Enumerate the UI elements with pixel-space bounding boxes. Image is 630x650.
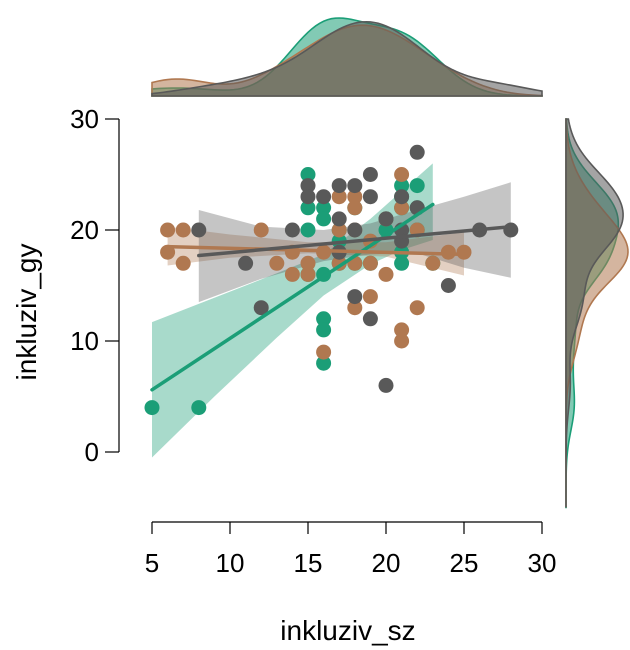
data-point <box>456 244 472 260</box>
x-axis: 5 10 15 20 25 30 <box>145 521 557 578</box>
data-point <box>409 300 425 316</box>
x-tick-label: 15 <box>294 548 323 578</box>
data-point <box>362 167 378 182</box>
trend-line <box>197 224 513 258</box>
data-point <box>253 222 269 238</box>
data-point <box>316 322 332 338</box>
data-point <box>316 344 332 360</box>
data-points <box>144 144 519 416</box>
data-point <box>175 255 191 271</box>
data-point <box>378 266 394 282</box>
data-point <box>253 300 269 316</box>
x-tick-label: 25 <box>450 548 479 578</box>
data-point <box>394 178 410 194</box>
x-axis-title: inkluziv_sz <box>280 615 415 646</box>
data-point <box>316 200 332 216</box>
right-marginal-density <box>565 118 629 509</box>
y-tick-label: 0 <box>85 437 99 467</box>
data-point <box>191 400 207 416</box>
data-point <box>394 322 410 338</box>
y-axis-title: inkluziv_gy <box>11 244 42 381</box>
y-density-curve <box>565 118 624 508</box>
data-point <box>175 222 191 238</box>
data-point <box>394 200 410 216</box>
data-point <box>284 266 300 282</box>
top-marginal-density <box>151 17 543 97</box>
data-point <box>300 255 316 271</box>
data-point <box>331 189 347 205</box>
data-point <box>347 289 363 305</box>
data-point <box>144 400 160 416</box>
data-point <box>191 222 207 238</box>
data-point <box>316 311 332 327</box>
data-point <box>316 211 332 227</box>
data-point <box>347 222 363 238</box>
trend-line <box>150 202 435 392</box>
scatter-plot-area <box>144 144 519 458</box>
data-point <box>300 200 316 216</box>
data-point <box>347 300 363 316</box>
data-point <box>425 255 441 271</box>
trend-lines <box>150 202 513 392</box>
data-point <box>394 167 410 182</box>
data-point <box>378 211 394 227</box>
data-point <box>362 189 378 205</box>
data-point <box>300 222 316 238</box>
data-point <box>347 178 363 194</box>
confidence-band <box>152 163 433 458</box>
data-point <box>394 255 410 271</box>
data-point <box>300 189 316 205</box>
data-point <box>362 311 378 327</box>
data-point <box>440 244 456 260</box>
x-tick-label: 20 <box>372 548 401 578</box>
x-tick-label: 5 <box>145 548 159 578</box>
confidence-bands <box>152 163 511 458</box>
data-point <box>269 255 285 271</box>
data-point <box>394 333 410 349</box>
data-point <box>300 167 316 182</box>
data-point <box>362 255 378 271</box>
data-point <box>300 266 316 282</box>
data-point <box>362 289 378 305</box>
data-point <box>331 211 347 227</box>
y-axis: 0 10 20 30 <box>70 104 120 467</box>
data-point <box>331 222 347 238</box>
y-tick-label: 10 <box>70 326 99 356</box>
data-point <box>316 189 332 205</box>
data-point <box>347 200 363 216</box>
data-point <box>331 178 347 194</box>
data-point <box>394 189 410 205</box>
data-point <box>503 222 519 238</box>
data-point <box>300 178 316 194</box>
data-point <box>284 222 300 238</box>
data-point <box>409 144 425 160</box>
data-point <box>347 189 363 205</box>
data-point <box>409 178 425 194</box>
x-density-curve <box>151 20 543 97</box>
data-point <box>378 377 394 393</box>
data-point <box>238 255 254 271</box>
y-tick-label: 20 <box>70 215 99 245</box>
y-tick-label: 30 <box>70 104 99 134</box>
trend-line <box>165 244 466 257</box>
data-point <box>316 355 332 371</box>
x-tick-label: 30 <box>528 548 557 578</box>
x-tick-label: 10 <box>216 548 245 578</box>
data-point <box>160 222 176 238</box>
data-point <box>440 278 456 293</box>
